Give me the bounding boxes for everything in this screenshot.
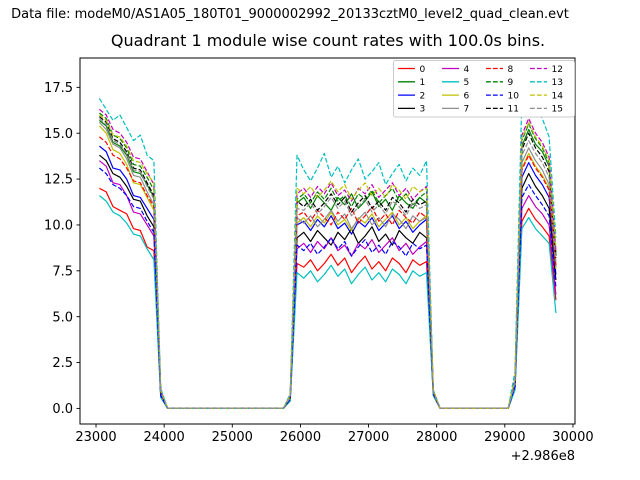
x-tick-label: 26000 [280,430,321,445]
y-tick-label: 2.5 [52,356,73,371]
y-tick-label: 10.0 [44,219,73,234]
series-14 [99,114,557,409]
series-1 [99,119,557,409]
x-axis-offset-label: +2.986e8 [511,449,575,464]
series-8 [99,136,557,409]
series-3 [99,154,557,409]
legend-label: 3 [420,105,426,115]
x-axis: 23000 24000 25000 26000 27000 28000 29000 30000… [75,424,594,464]
y-tick-label: 17.5 [44,81,73,96]
legend-item-0: 0 [398,65,426,75]
legend-item-7: 7 [442,105,469,115]
series-15 [99,118,557,409]
legend-item-15: 15 [530,105,563,115]
legend-label: 8 [508,65,514,75]
legend-label: 2 [420,91,426,101]
legend-label: 12 [552,65,563,75]
legend-item-6: 6 [442,91,470,101]
y-tick-label: 15.0 [44,127,73,142]
x-tick-label: 29000 [484,430,525,445]
legend-item-8: 8 [486,65,514,75]
axes-frame [79,57,576,425]
series-lines [98,75,557,409]
legend-item-9: 9 [486,78,514,88]
legend-label: 9 [508,78,514,88]
y-tick-label: 5.0 [52,310,73,325]
x-tick-label: 25000 [212,430,253,445]
y-axis: 0.0 2.5 5.0 7.5 10.0 12.5 15.0 17.5 [44,81,80,417]
legend-label: 10 [508,91,520,101]
chart-title: Quadrant 1 module wise count rates with … [110,31,546,50]
legend-item-1: 1 [398,78,425,88]
legend-label: 14 [552,91,564,101]
x-tick-label: 28000 [416,430,457,445]
legend-item-11: 11 [486,105,519,115]
legend-item-14: 14 [530,91,563,101]
legend-label: 7 [464,105,470,115]
legend-item-5: 5 [442,78,469,88]
legend-item-2: 2 [398,91,425,101]
legend-label: 6 [464,91,470,101]
series-6 [98,125,557,409]
legend-label: 11 [508,105,519,115]
series-2 [99,145,557,409]
legend-item-3: 3 [398,105,425,115]
legend-label: 5 [464,78,470,88]
series-9 [99,112,557,409]
legend-item-12: 12 [530,65,563,75]
legend-label: 0 [420,65,426,75]
y-tick-label: 0.0 [52,402,73,417]
legend-label: 15 [552,105,563,115]
legend-label: 4 [464,65,470,75]
legend-item-4: 4 [442,65,470,75]
series-5 [99,195,557,409]
legend-item-13: 13 [530,78,563,88]
series-11 [99,116,557,409]
series-10 [99,167,557,409]
y-tick-label: 12.5 [44,173,73,188]
y-tick-label: 7.5 [52,264,73,279]
legend-box [393,60,575,118]
legend-label: 13 [552,78,563,88]
x-tick-label: 23000 [75,430,116,445]
x-tick-label: 27000 [348,430,389,445]
x-tick-label: 30000 [552,430,593,445]
data-file-label: Data file: modeM0/AS1A05_180T01_90000029… [11,7,569,22]
x-tick-label: 24000 [143,430,184,445]
legend-label: 1 [420,78,426,88]
legend-item-10: 10 [486,91,519,101]
